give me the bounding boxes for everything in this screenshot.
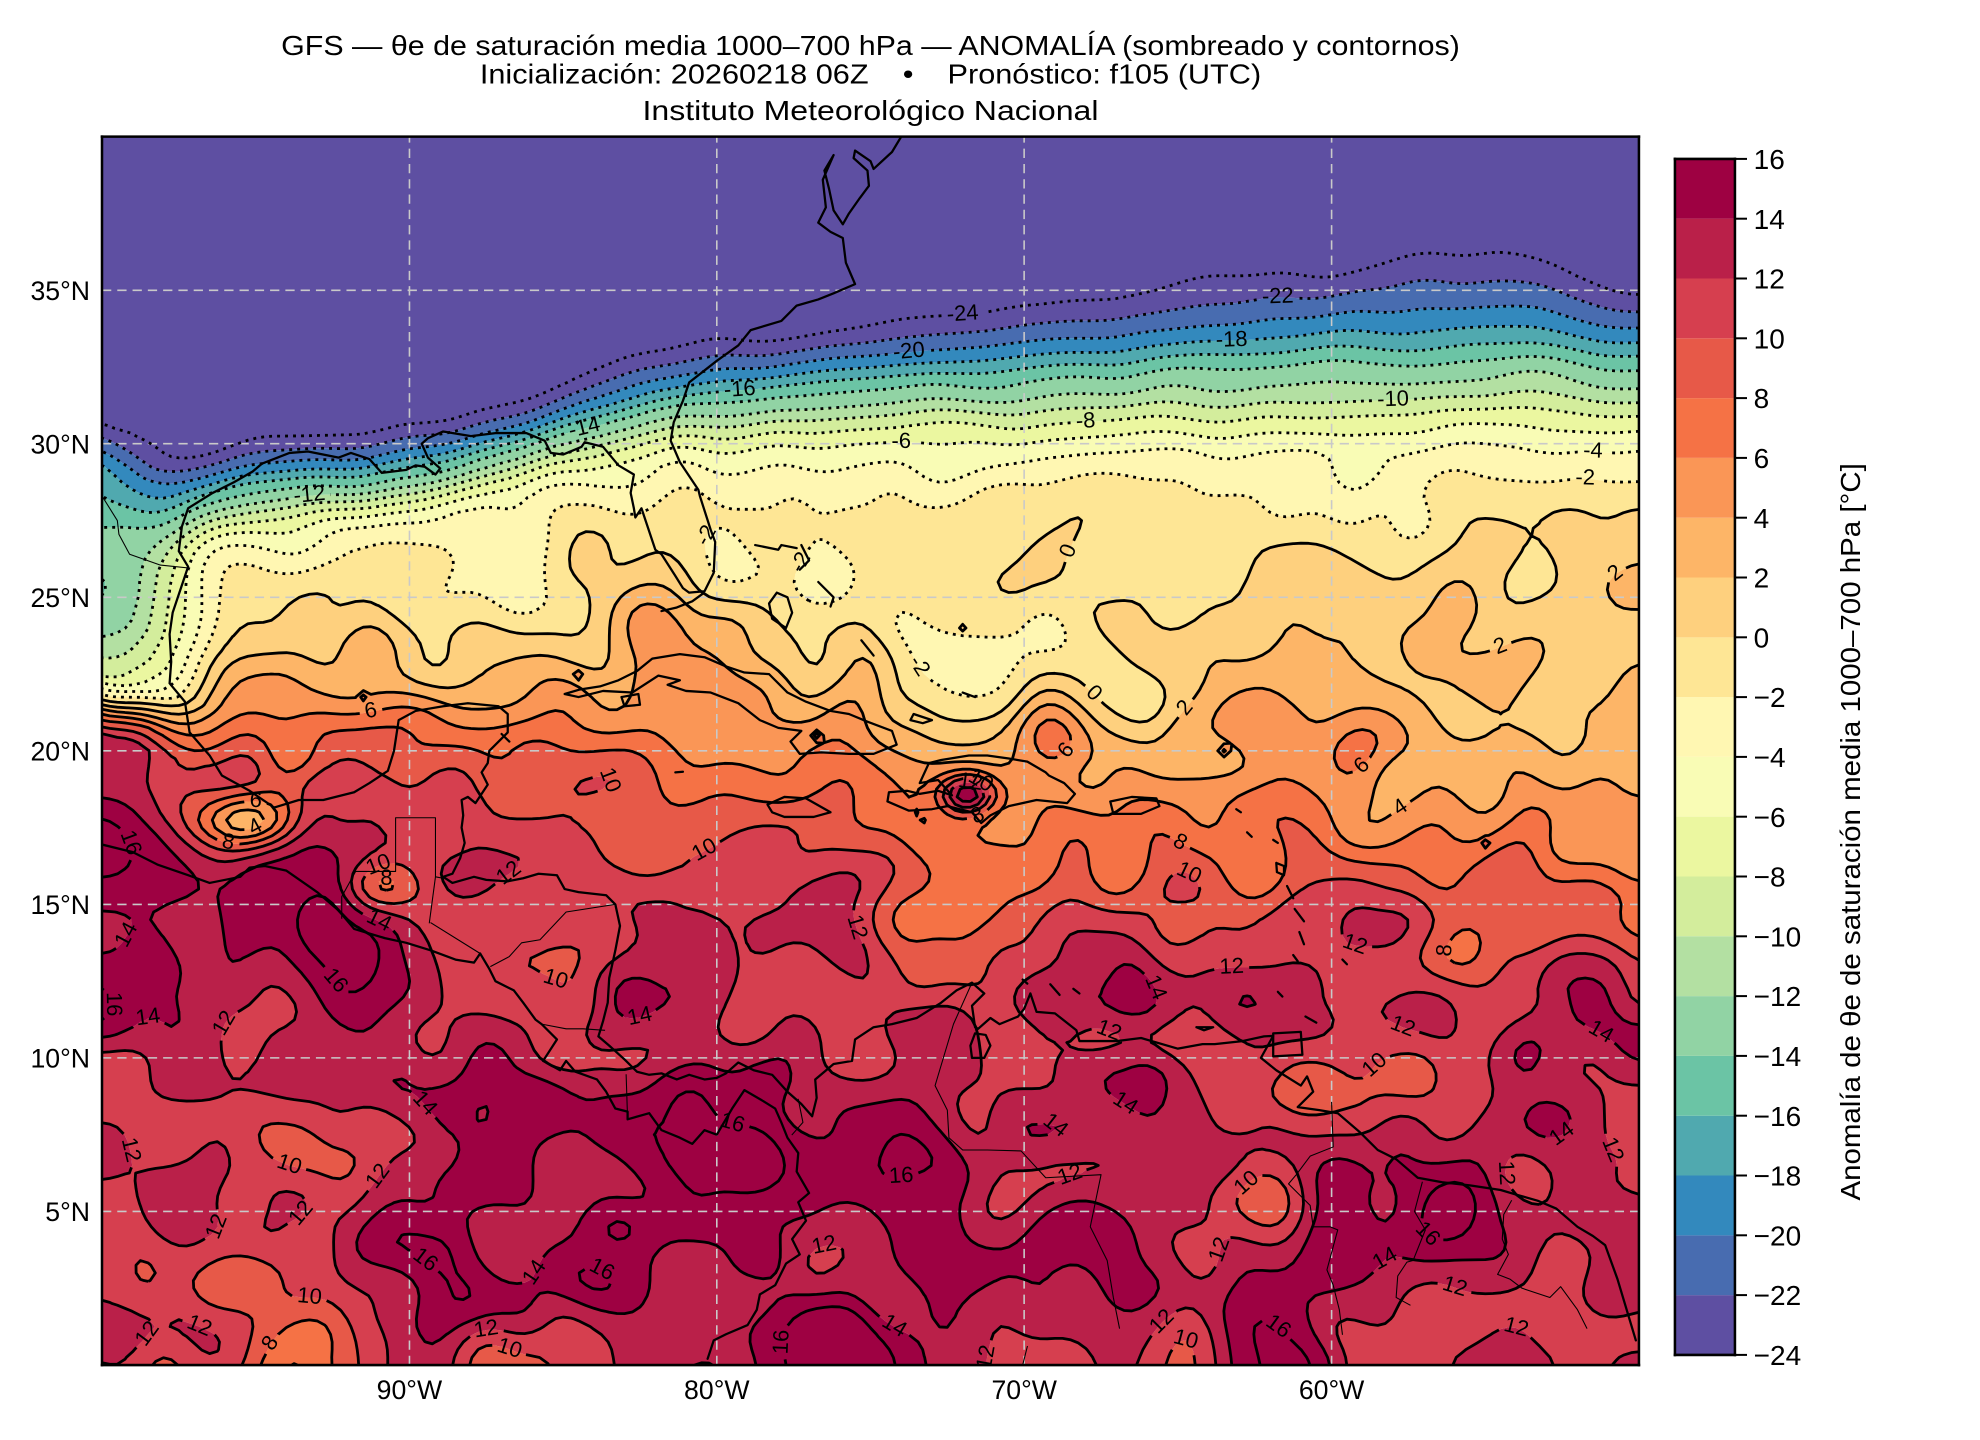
svg-text:-12: -12 — [292, 480, 326, 508]
svg-text:−20: −20 — [1754, 1220, 1802, 1251]
svg-text:−16: −16 — [1754, 1101, 1802, 1132]
svg-text:35°N: 35°N — [30, 276, 90, 306]
svg-text:-4: -4 — [1583, 437, 1603, 463]
svg-text:12: 12 — [957, 767, 985, 795]
svg-text:20°N: 20°N — [30, 737, 90, 767]
svg-text:6: 6 — [249, 787, 262, 813]
svg-text:70°W: 70°W — [991, 1375, 1057, 1405]
svg-text:4: 4 — [1754, 503, 1770, 534]
svg-text:8: 8 — [220, 828, 237, 855]
svg-text:−4: −4 — [1754, 742, 1786, 773]
svg-text:10°N: 10°N — [30, 1044, 90, 1074]
svg-text:−24: −24 — [1754, 1340, 1802, 1371]
svg-text:10: 10 — [296, 1282, 323, 1309]
svg-text:2: 2 — [1754, 563, 1770, 594]
svg-text:12: 12 — [810, 1230, 839, 1259]
svg-text:14: 14 — [625, 1001, 654, 1031]
svg-text:-24: -24 — [946, 299, 979, 326]
svg-text:Inicialización: 20260218 06Z: Inicialización: 20260218 06Z • Pronóstic… — [480, 58, 1261, 89]
svg-text:90°W: 90°W — [377, 1375, 443, 1405]
svg-text:GFS — θe de saturación media 1: GFS — θe de saturación media 1000–700 hP… — [281, 30, 1460, 61]
svg-text:0: 0 — [1754, 622, 1770, 653]
svg-text:30°N: 30°N — [30, 429, 90, 459]
svg-text:12: 12 — [117, 1135, 147, 1165]
svg-text:−12: −12 — [1754, 981, 1802, 1012]
svg-text:8: 8 — [1754, 383, 1770, 414]
svg-text:12: 12 — [1754, 264, 1785, 295]
svg-text:−22: −22 — [1754, 1280, 1802, 1311]
svg-text:14: 14 — [134, 1002, 162, 1030]
svg-text:−8: −8 — [1754, 862, 1786, 893]
svg-text:-6: -6 — [891, 428, 911, 453]
svg-text:-16: -16 — [723, 375, 756, 402]
svg-text:-2: -2 — [1575, 464, 1595, 489]
svg-text:6: 6 — [362, 696, 379, 723]
svg-text:16: 16 — [102, 992, 128, 1017]
svg-text:-8: -8 — [1075, 407, 1096, 433]
svg-text:-20: -20 — [892, 337, 926, 365]
svg-text:14: 14 — [1754, 204, 1785, 235]
svg-text:-18: -18 — [1215, 326, 1248, 352]
svg-text:12: 12 — [1219, 953, 1245, 979]
svg-text:5°N: 5°N — [45, 1197, 90, 1227]
svg-text:12: 12 — [1502, 1311, 1532, 1341]
svg-text:−6: −6 — [1754, 802, 1786, 833]
svg-text:16: 16 — [888, 1162, 914, 1188]
svg-text:60°W: 60°W — [1299, 1375, 1365, 1405]
svg-text:8: 8 — [1431, 943, 1457, 957]
svg-text:15°N: 15°N — [30, 890, 90, 920]
svg-text:Anomalía de θe de saturación m: Anomalía de θe de saturación media 1000–… — [1835, 463, 1866, 1200]
svg-text:−2: −2 — [1754, 682, 1786, 713]
svg-text:-10: -10 — [1377, 385, 1410, 411]
svg-text:16: 16 — [1754, 144, 1785, 175]
svg-text:80°W: 80°W — [684, 1375, 750, 1405]
svg-text:12: 12 — [472, 1314, 500, 1342]
svg-text:12: 12 — [1494, 1160, 1520, 1186]
svg-text:25°N: 25°N — [30, 583, 90, 613]
svg-text:Instituto Meteorológico Nacion: Instituto Meteorológico Nacional — [643, 95, 1099, 126]
svg-text:6: 6 — [1754, 443, 1770, 474]
svg-text:12: 12 — [971, 1343, 1000, 1371]
svg-text:16: 16 — [768, 1329, 794, 1355]
svg-text:−14: −14 — [1754, 1041, 1802, 1072]
svg-text:−18: −18 — [1754, 1161, 1802, 1192]
svg-text:10: 10 — [1754, 323, 1785, 354]
svg-text:8: 8 — [380, 865, 392, 890]
svg-text:−10: −10 — [1754, 921, 1802, 952]
svg-text:-22: -22 — [1262, 283, 1295, 309]
